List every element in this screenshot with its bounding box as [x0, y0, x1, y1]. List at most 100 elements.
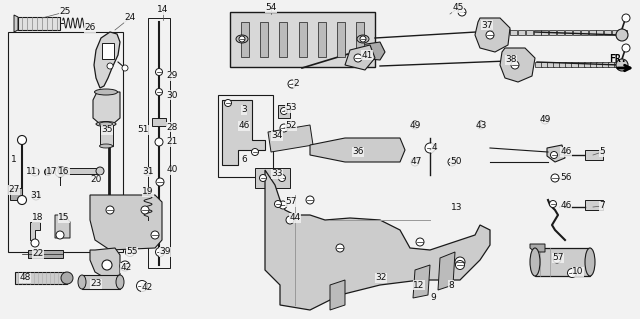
- Circle shape: [551, 174, 559, 182]
- Bar: [585, 200, 603, 210]
- Text: 3: 3: [241, 106, 247, 115]
- Circle shape: [156, 248, 164, 256]
- Bar: [565, 30, 572, 35]
- Circle shape: [61, 272, 73, 284]
- Circle shape: [622, 44, 630, 52]
- Circle shape: [156, 69, 163, 76]
- Text: 53: 53: [285, 103, 297, 113]
- Circle shape: [455, 257, 465, 267]
- Circle shape: [102, 260, 112, 270]
- Bar: [218, 95, 273, 177]
- Circle shape: [259, 174, 266, 182]
- Bar: [589, 62, 596, 67]
- Text: 50: 50: [451, 158, 461, 167]
- Bar: [547, 62, 554, 67]
- Bar: [620, 30, 627, 35]
- Text: 16: 16: [58, 167, 70, 176]
- Text: 47: 47: [410, 158, 422, 167]
- Text: 29: 29: [166, 71, 178, 80]
- Circle shape: [553, 255, 561, 263]
- Text: 55: 55: [126, 248, 138, 256]
- Text: 46: 46: [560, 202, 572, 211]
- Text: 26: 26: [84, 24, 96, 33]
- Bar: [553, 62, 560, 67]
- Text: 49: 49: [540, 115, 550, 124]
- Circle shape: [456, 261, 465, 270]
- Bar: [604, 30, 611, 35]
- Text: 46: 46: [560, 147, 572, 157]
- Bar: [317, 22, 326, 57]
- Text: 33: 33: [271, 169, 283, 179]
- Bar: [602, 62, 609, 67]
- Text: 54: 54: [266, 4, 276, 12]
- Text: 24: 24: [124, 13, 136, 23]
- Text: 31: 31: [142, 167, 154, 176]
- Text: 13: 13: [451, 204, 463, 212]
- Bar: [584, 62, 591, 67]
- Text: 20: 20: [90, 175, 102, 184]
- Bar: [614, 62, 621, 67]
- Text: 41: 41: [362, 50, 372, 60]
- Text: 15: 15: [58, 213, 70, 222]
- Text: 9: 9: [430, 293, 436, 302]
- Polygon shape: [355, 42, 385, 60]
- Circle shape: [31, 168, 39, 176]
- Polygon shape: [310, 138, 405, 162]
- Bar: [241, 22, 249, 57]
- Polygon shape: [90, 195, 162, 250]
- Polygon shape: [93, 92, 120, 124]
- Circle shape: [58, 167, 66, 175]
- Circle shape: [225, 100, 232, 107]
- Circle shape: [354, 54, 362, 62]
- Polygon shape: [475, 18, 510, 52]
- Text: 34: 34: [271, 131, 283, 140]
- Polygon shape: [278, 105, 290, 118]
- Bar: [15, 272, 67, 284]
- Bar: [572, 62, 579, 67]
- Circle shape: [55, 167, 65, 177]
- Circle shape: [32, 192, 40, 200]
- Bar: [565, 62, 572, 67]
- Circle shape: [550, 152, 557, 159]
- Circle shape: [411, 158, 419, 166]
- Circle shape: [550, 201, 557, 207]
- Polygon shape: [268, 125, 313, 152]
- Circle shape: [156, 178, 164, 186]
- Ellipse shape: [585, 248, 595, 276]
- Bar: [580, 30, 588, 35]
- Circle shape: [151, 231, 159, 239]
- Text: 11: 11: [26, 167, 38, 176]
- Text: 27: 27: [8, 186, 20, 195]
- Text: 42: 42: [120, 263, 132, 272]
- Circle shape: [425, 143, 435, 153]
- Bar: [573, 30, 580, 35]
- Text: 46: 46: [238, 122, 250, 130]
- Bar: [100, 124, 113, 146]
- Bar: [620, 62, 627, 67]
- Polygon shape: [14, 15, 18, 32]
- Polygon shape: [90, 248, 120, 278]
- Ellipse shape: [236, 35, 248, 43]
- Circle shape: [622, 14, 630, 22]
- Circle shape: [336, 244, 344, 252]
- Polygon shape: [413, 265, 430, 298]
- Circle shape: [155, 138, 163, 146]
- Bar: [28, 250, 63, 258]
- Polygon shape: [55, 215, 70, 238]
- Circle shape: [278, 174, 285, 182]
- Text: 57: 57: [552, 254, 564, 263]
- Text: 21: 21: [166, 137, 178, 146]
- Text: 30: 30: [166, 91, 178, 100]
- Text: 37: 37: [481, 20, 493, 29]
- Bar: [557, 30, 564, 35]
- Bar: [589, 30, 596, 35]
- Circle shape: [17, 196, 26, 204]
- Polygon shape: [94, 32, 120, 88]
- Circle shape: [45, 168, 51, 175]
- Circle shape: [286, 216, 294, 224]
- Text: 28: 28: [166, 122, 178, 131]
- Bar: [337, 22, 345, 57]
- Text: 23: 23: [90, 279, 102, 288]
- Text: 40: 40: [166, 166, 178, 174]
- Polygon shape: [330, 280, 345, 310]
